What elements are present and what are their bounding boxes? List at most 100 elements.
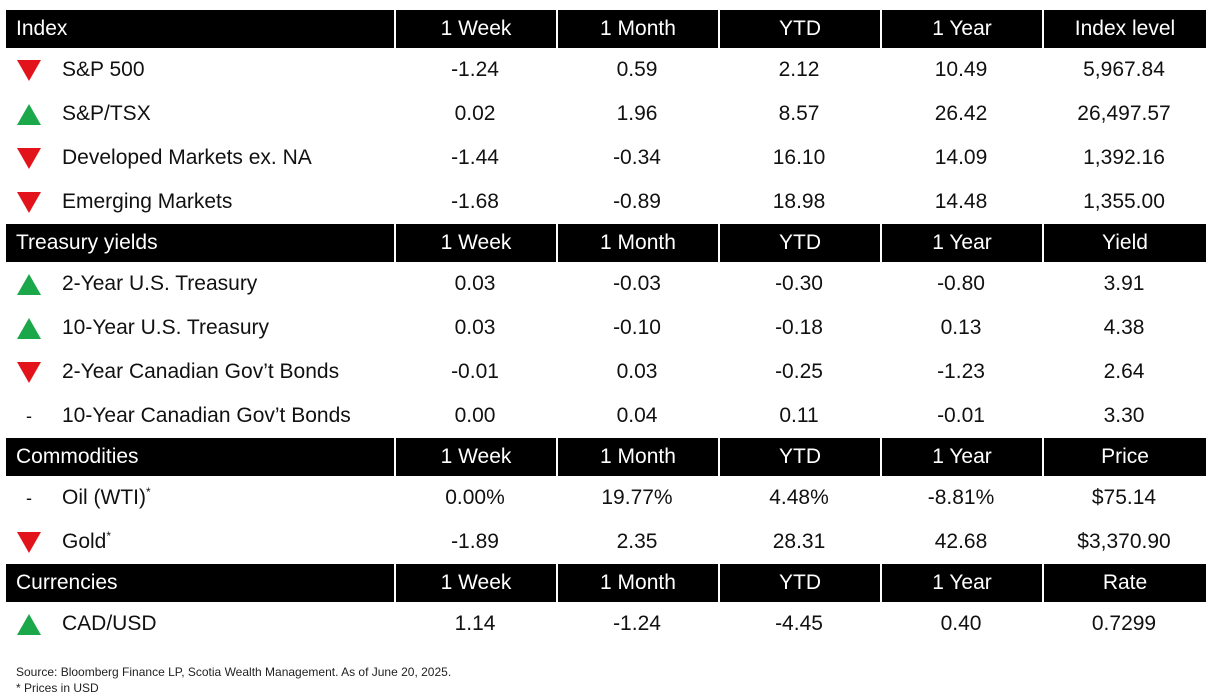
footnote-marker: * (106, 529, 112, 543)
dash-symbol: - (26, 487, 32, 508)
triangle-shape (17, 59, 41, 81)
row-name-text: 10-Year U.S. Treasury (62, 316, 269, 339)
value-cell: 0.02 (454, 102, 496, 125)
prices-note: * Prices in USD (16, 681, 99, 695)
column-header: 1 Month (556, 438, 718, 476)
value-cell: -0.01 (937, 404, 985, 427)
value-cell: 28.31 (772, 530, 826, 553)
row-label-cell: Gold* (6, 530, 394, 554)
green-up-triangle-icon (6, 317, 52, 339)
value-cell: 0.03 (454, 272, 496, 295)
table-row: Emerging Markets -1.68 -0.89 18.98 14.48 1,35… (6, 180, 1206, 224)
column-header: 1 Week (394, 564, 556, 602)
table-section: Index 1 Week 1 Month YTD 1 Year Index level S&… (6, 10, 1206, 224)
triangle-shape (17, 191, 41, 213)
table-row: Gold* -1.89 2.35 28.31 42.68 $3,370.90 (6, 520, 1206, 564)
value-cell: -1.89 (451, 530, 499, 553)
row-name: Gold* (52, 530, 111, 554)
green-up-triangle-icon (6, 273, 52, 295)
triangle-shape (17, 273, 41, 295)
value-cell: -1.44 (451, 146, 499, 169)
row-name-text: 2-Year Canadian Gov’t Bonds (62, 360, 340, 383)
value-cell: 1.14 (454, 612, 496, 635)
column-header: 1 Year (880, 438, 1042, 476)
row-label-cell: 2-Year Canadian Gov’t Bonds (6, 360, 394, 384)
row-name-text: 10-Year Canadian Gov’t Bonds (62, 404, 351, 427)
value-cell: 2.12 (778, 58, 820, 81)
column-header: YTD (718, 564, 880, 602)
section-title: Treasury yields (16, 231, 158, 254)
row-label-cell: S&P 500 (6, 58, 394, 82)
row-name-text: S&P 500 (62, 58, 145, 81)
value-cell: -0.80 (937, 272, 985, 295)
green-up-triangle-icon (6, 103, 52, 125)
table-row: S&P/TSX 0.02 1.96 8.57 26.42 26,497.57 (6, 92, 1206, 136)
value-cell: 0.00 (454, 404, 496, 427)
triangle-shape (17, 361, 41, 383)
column-header: 1 Month (556, 10, 718, 48)
value-cell: -0.03 (613, 272, 661, 295)
table-row: 2-Year Canadian Gov’t Bonds -0.01 0.03 -0.2… (6, 350, 1206, 394)
value-cell: 0.04 (616, 404, 658, 427)
value-cell: 10.49 (934, 58, 988, 81)
row-label-cell: - 10-Year Canadian Gov’t Bonds (6, 404, 394, 428)
table-row: 10-Year U.S. Treasury 0.03 -0.10 -0.18 0.13 4… (6, 306, 1206, 350)
value-cell: $75.14 (1091, 486, 1157, 509)
column-header: Yield (1042, 224, 1206, 262)
dash-icon: - (6, 406, 52, 427)
column-header: 1 Month (556, 224, 718, 262)
value-cell: 0.13 (940, 316, 982, 339)
value-cell: 3.91 (1103, 272, 1145, 295)
red-down-triangle-icon (6, 191, 52, 213)
row-name: S&P/TSX (52, 102, 151, 126)
row-name: 2-Year U.S. Treasury (52, 272, 257, 296)
value-cell: -0.34 (613, 146, 661, 169)
row-name: 10-Year U.S. Treasury (52, 316, 269, 340)
row-name-text: CAD/USD (62, 612, 157, 635)
value-cell: 1,355.00 (1083, 190, 1165, 213)
row-name: Developed Markets ex. NA (52, 146, 312, 170)
column-header: 1 Year (880, 224, 1042, 262)
triangle-shape (17, 103, 41, 125)
column-header: YTD (718, 10, 880, 48)
green-up-triangle-icon (6, 613, 52, 635)
value-cell: 14.09 (934, 146, 988, 169)
value-cell: 4.48% (769, 486, 829, 509)
value-cell: -0.30 (775, 272, 823, 295)
row-label-cell: 2-Year U.S. Treasury (6, 272, 394, 296)
footnote-marker: * (145, 485, 151, 499)
value-cell: 0.11 (779, 404, 819, 427)
source-note: Source: Bloomberg Finance LP, Scotia Wea… (16, 665, 452, 679)
section-header: Currencies 1 Week 1 Month YTD 1 Year Rate (6, 564, 1206, 602)
section-header: Index 1 Week 1 Month YTD 1 Year Index level (6, 10, 1206, 48)
value-cell: 14.48 (934, 190, 988, 213)
table-row: Developed Markets ex. NA -1.44 -0.34 16.10 1… (6, 136, 1206, 180)
value-cell: -4.45 (775, 612, 823, 635)
row-name-text: S&P/TSX (62, 102, 151, 125)
row-label-cell: Developed Markets ex. NA (6, 146, 394, 170)
value-cell: -1.24 (451, 58, 499, 81)
value-cell: -0.89 (613, 190, 661, 213)
table-row: S&P 500 -1.24 0.59 2.12 10.49 5,967.84 (6, 48, 1206, 92)
value-cell: 19.77% (601, 486, 673, 509)
table-row: - Oil (WTI)* 0.00% 19.77% 4.48% -8.81% $75.14 (6, 476, 1206, 520)
value-cell: 18.98 (772, 190, 826, 213)
value-cell: 0.03 (454, 316, 496, 339)
row-name: Emerging Markets (52, 190, 232, 214)
value-cell: 0.59 (616, 58, 658, 81)
row-label-cell: 10-Year U.S. Treasury (6, 316, 394, 340)
triangle-shape (17, 531, 41, 553)
row-name: CAD/USD (52, 612, 157, 636)
row-name-text: Gold (62, 530, 107, 553)
value-cell: 3.30 (1103, 404, 1145, 427)
section-title: Index (16, 17, 68, 40)
row-label-cell: Emerging Markets (6, 190, 394, 214)
red-down-triangle-icon (6, 147, 52, 169)
column-header: 1 Year (880, 564, 1042, 602)
row-name-text: Emerging Markets (62, 190, 233, 213)
row-name: 10-Year Canadian Gov’t Bonds (52, 404, 351, 428)
row-label-cell: S&P/TSX (6, 102, 394, 126)
row-name: 2-Year Canadian Gov’t Bonds (52, 360, 339, 384)
table-section: Currencies 1 Week 1 Month YTD 1 Year Rate CAD/… (6, 564, 1206, 646)
value-cell: 26.42 (934, 102, 988, 125)
